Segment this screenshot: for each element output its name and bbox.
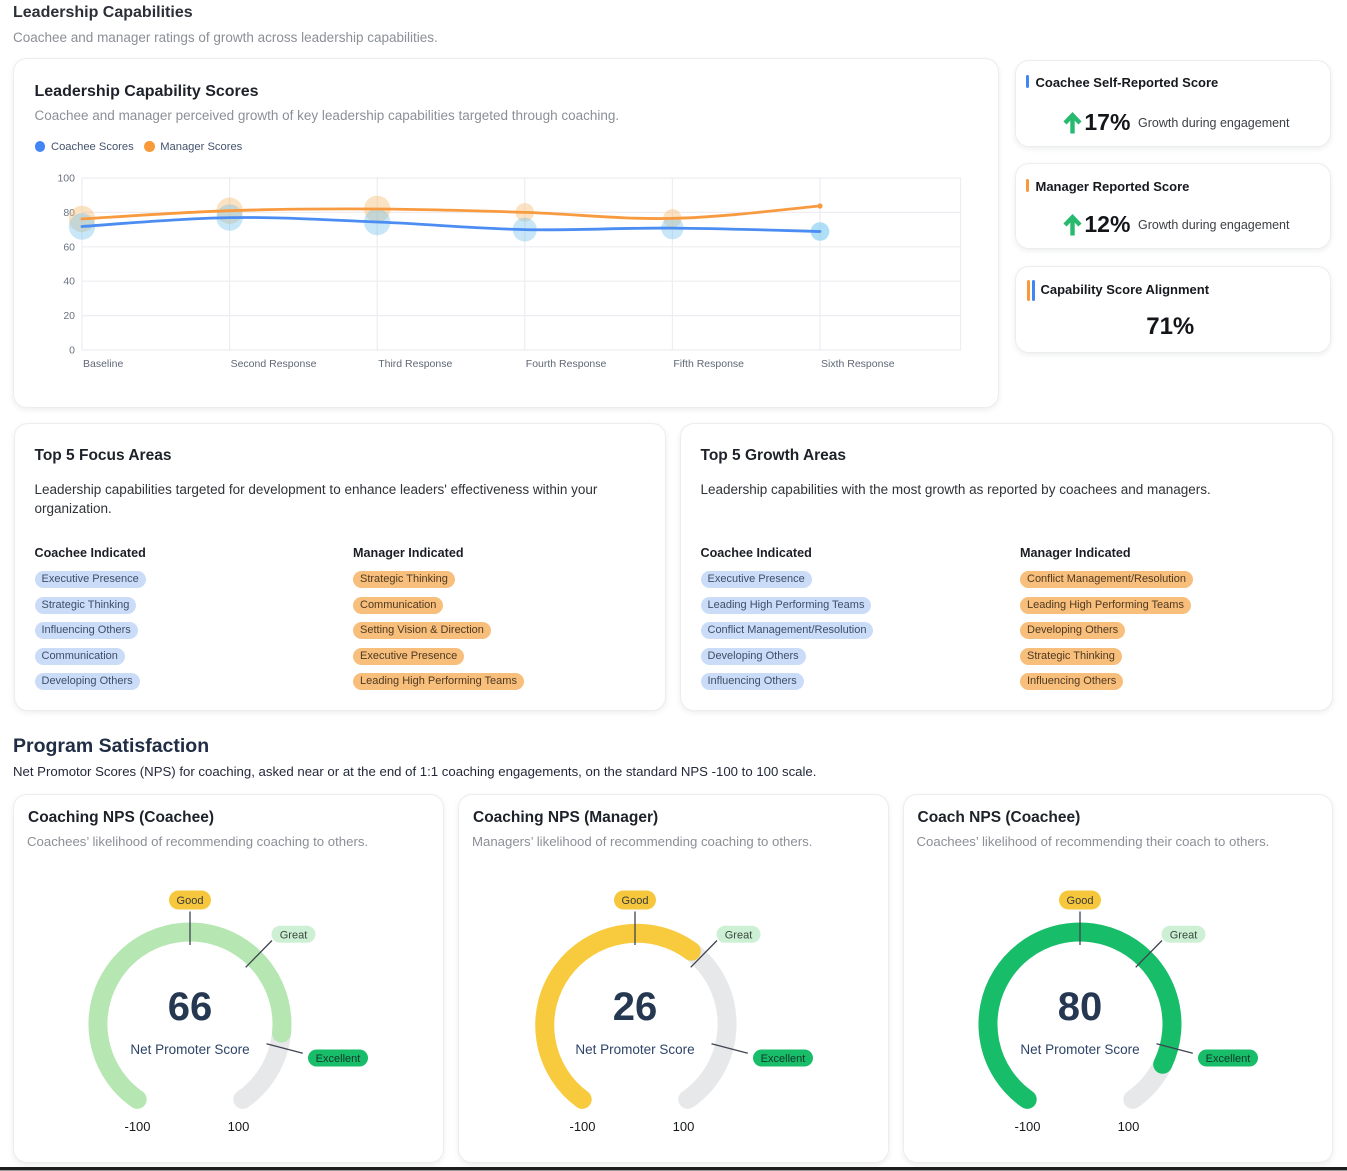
svg-text:Great: Great bbox=[280, 929, 308, 941]
svg-text:Second Response: Second Response bbox=[231, 358, 317, 370]
svg-text:-100: -100 bbox=[569, 1119, 595, 1134]
svg-text:Excellent: Excellent bbox=[1205, 1053, 1250, 1065]
svg-text:Fifth Response: Fifth Response bbox=[673, 358, 744, 370]
svg-text:-100: -100 bbox=[1014, 1119, 1040, 1134]
svg-text:Great: Great bbox=[725, 929, 753, 941]
svg-text:100: 100 bbox=[57, 173, 75, 185]
svg-text:66: 66 bbox=[168, 985, 213, 1029]
svg-text:80: 80 bbox=[63, 207, 75, 219]
svg-text:Fourth Response: Fourth Response bbox=[526, 358, 607, 370]
svg-text:60: 60 bbox=[63, 241, 75, 253]
svg-text:80: 80 bbox=[1057, 985, 1102, 1029]
svg-text:26: 26 bbox=[613, 985, 658, 1029]
svg-text:Great: Great bbox=[1169, 929, 1197, 941]
svg-text:Baseline: Baseline bbox=[83, 358, 123, 370]
svg-text:Excellent: Excellent bbox=[316, 1053, 361, 1065]
svg-text:Excellent: Excellent bbox=[761, 1053, 806, 1065]
svg-text:Third Response: Third Response bbox=[378, 358, 452, 370]
svg-text:Net Promoter Score: Net Promoter Score bbox=[575, 1042, 694, 1057]
svg-text:Net Promoter Score: Net Promoter Score bbox=[1020, 1042, 1139, 1057]
svg-text:100: 100 bbox=[228, 1119, 250, 1134]
svg-text:-100: -100 bbox=[124, 1119, 150, 1134]
svg-text:100: 100 bbox=[673, 1119, 695, 1134]
svg-text:Net Promoter Score: Net Promoter Score bbox=[130, 1042, 249, 1057]
svg-text:Good: Good bbox=[1066, 895, 1093, 907]
svg-text:20: 20 bbox=[63, 310, 75, 322]
svg-text:0: 0 bbox=[69, 345, 75, 357]
svg-text:Good: Good bbox=[622, 895, 649, 907]
svg-text:Good: Good bbox=[177, 895, 204, 907]
svg-text:100: 100 bbox=[1117, 1119, 1139, 1134]
svg-text:Sixth Response: Sixth Response bbox=[821, 358, 895, 370]
svg-text:40: 40 bbox=[63, 276, 75, 288]
